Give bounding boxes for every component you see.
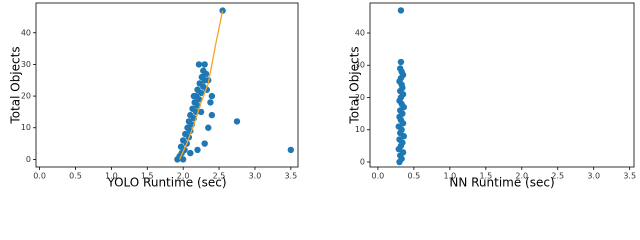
y-tick-label: 20 [355, 93, 365, 102]
y-tick-label: 10 [21, 123, 31, 132]
x-tick-label: 0.0 [33, 172, 46, 181]
figure: 0.0 0.5 1.0 1.5 2.0 2.5 3.0 3.5 0 10 20 30 40 YOLO Ru… [9, 2, 636, 190]
plot-frame [369, 2, 635, 168]
x-tick-label: 2.0 [177, 172, 190, 181]
x-tick-label: 3.0 [587, 172, 600, 181]
y-tick-label: 40 [21, 28, 31, 37]
point [179, 137, 187, 144]
point [194, 146, 201, 154]
y-tick-label: 30 [355, 61, 365, 70]
x-tick-label: 3.5 [284, 172, 297, 181]
point [397, 58, 405, 66]
point [397, 7, 405, 14]
fit-line [178, 10, 224, 160]
y-axis-label: Total Objects [348, 46, 362, 124]
point [233, 118, 241, 125]
x-tick-label: 3.0 [249, 172, 262, 181]
point [397, 65, 404, 72]
point [208, 111, 216, 119]
point [185, 118, 193, 125]
x-tick-label: 1.5 [479, 172, 492, 181]
y-tick-label: 30 [21, 60, 31, 69]
y-tick-label: 20 [21, 92, 31, 101]
point [189, 105, 196, 112]
y-tick-label: 40 [355, 28, 365, 37]
point [197, 108, 205, 116]
point [187, 111, 194, 119]
x-tick-label: 1.0 [443, 172, 456, 181]
x-tick-label: 2.0 [515, 172, 528, 181]
x-tick-label: 1.5 [141, 172, 154, 181]
point [201, 140, 208, 147]
x-tick-label: 3.5 [623, 172, 636, 181]
point [196, 80, 203, 87]
point [187, 149, 194, 157]
x-tick-label: 2.5 [213, 172, 226, 181]
x-tick-label: 0.5 [69, 172, 82, 181]
y-tick-label: 10 [355, 125, 365, 134]
plot-frame [35, 2, 299, 168]
y-axis-label: Total Objects [9, 46, 23, 124]
x-tick-label: 0.0 [372, 172, 385, 181]
x-axis-label: YOLO Runtime (sec) [106, 176, 226, 190]
y-tick-label: 0 [360, 158, 365, 167]
y-tick-label: 0 [26, 155, 31, 164]
point [182, 130, 189, 138]
point [287, 146, 295, 154]
point [179, 156, 187, 163]
point [207, 99, 214, 106]
point [177, 143, 185, 150]
point [195, 61, 203, 68]
point [208, 92, 216, 100]
x-tick-label: 1.0 [105, 172, 118, 181]
x-tick-label: 0.5 [408, 172, 421, 181]
point [205, 124, 212, 131]
x-tick-label: 2.5 [551, 172, 564, 181]
x-axis-label: NN Runtime (sec) [449, 176, 554, 190]
point [200, 67, 207, 74]
point [201, 61, 208, 68]
point [190, 92, 198, 100]
point [194, 86, 201, 93]
